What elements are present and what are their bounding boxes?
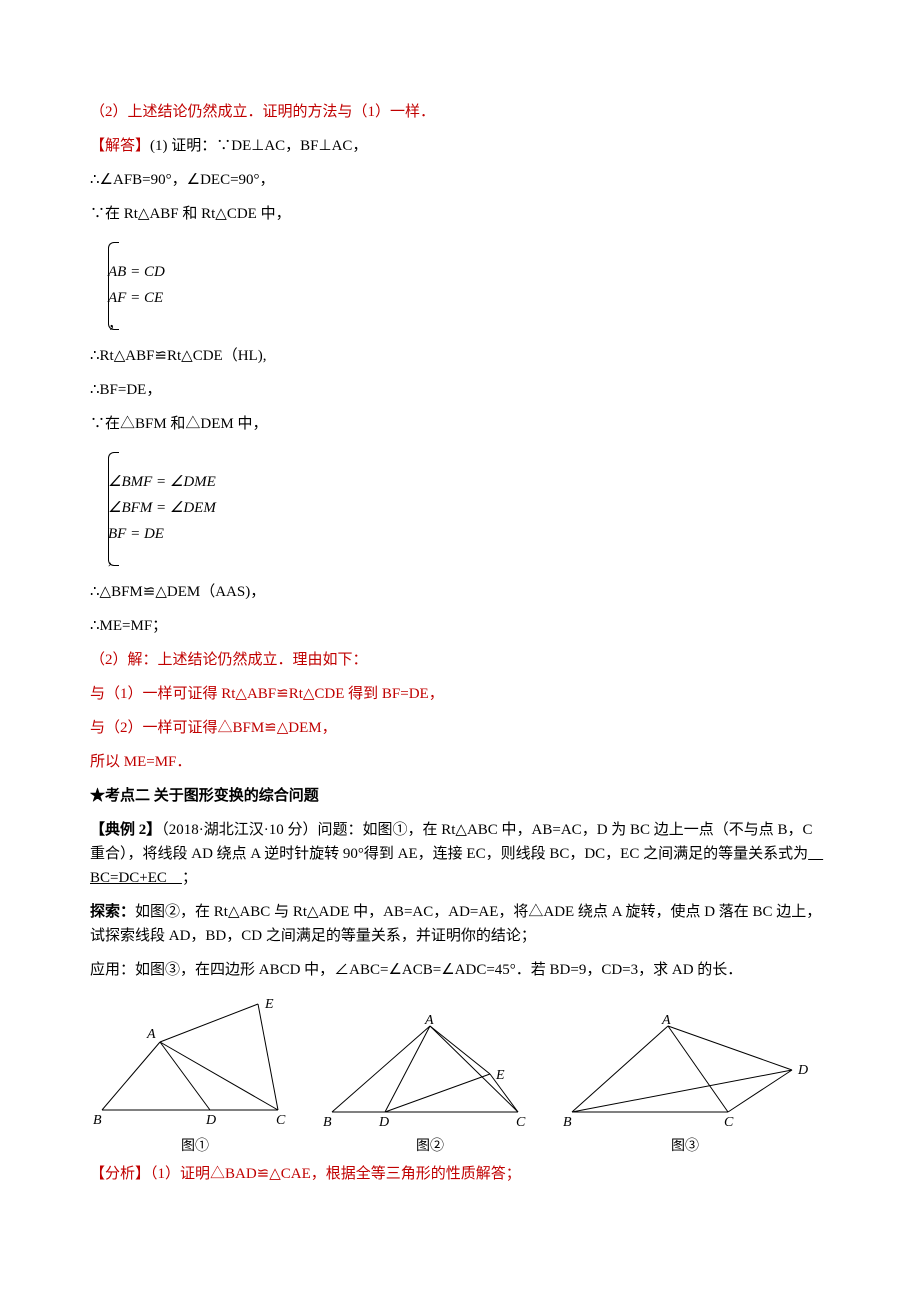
- proof-1-start: (1) 证明：∵DE⊥AC，BF⊥AC，: [150, 138, 367, 154]
- svg-text:E: E: [264, 997, 274, 1012]
- proof-line-3: ∴∠AFB=90°，∠DEC=90°，: [90, 168, 830, 192]
- example-2-apply: 应用：如图③，在四边形 ABCD 中，∠ABC=∠ACB=∠ADC=45°．若 …: [90, 958, 830, 982]
- example-2-body: （2018·湖北江汉·10 分）问题：如图①，在 Rt△ABC 中，AB=AC，…: [90, 822, 813, 862]
- analysis-line: 【分析】（1）证明△BAD≌△CAE，根据全等三角形的性质解答；: [90, 1162, 830, 1186]
- svg-text:D: D: [378, 1115, 389, 1130]
- figure-3: B C A D 图③: [560, 1012, 810, 1158]
- svg-text:B: B: [93, 1113, 102, 1128]
- svg-text:A: A: [661, 1013, 671, 1028]
- figure-1-label: 图①: [181, 1136, 209, 1158]
- example-2-explore: 探索：如图②，在 Rt△ABC 与 Rt△ADE 中，AB=AC，AD=AE，将…: [90, 900, 830, 948]
- proof-2-start: （2）解：上述结论仍然成立．理由如下：: [90, 648, 830, 672]
- example-2-semi: ；: [182, 870, 197, 886]
- proof-line-7: ∵在△BFM 和△DEM 中，: [90, 412, 830, 436]
- formula-1a: AB = CD: [108, 260, 830, 284]
- svg-text:D: D: [797, 1063, 808, 1078]
- formula-block-2: ∠BMF = ∠DME ∠BFM = ∠DEM BF = DE ,: [108, 446, 830, 572]
- svg-text:C: C: [276, 1113, 286, 1128]
- formula-2a: ∠BMF = ∠DME: [108, 470, 830, 494]
- svg-text:B: B: [323, 1115, 332, 1130]
- proof-line-4: ∵在 Rt△ABF 和 Rt△CDE 中，: [90, 202, 830, 226]
- svg-text:A: A: [424, 1013, 434, 1028]
- formula-block-1: AB = CD AF = CE ，: [108, 236, 830, 336]
- brace-2: ∠BMF = ∠DME ∠BFM = ∠DEM BF = DE: [108, 450, 830, 546]
- proof-line-8: ∴△BFM≌△DEM（AAS)，: [90, 580, 830, 604]
- section-header-2: ★考点二 关于图形变换的综合问题: [90, 784, 830, 808]
- proof-line-5: ∴Rt△ABF≌Rt△CDE（HL),: [90, 344, 830, 368]
- text-conclusion-note: （2）上述结论仍然成立．证明的方法与（1）一样．: [90, 100, 830, 124]
- svg-text:D: D: [205, 1113, 216, 1128]
- formula-2c: BF = DE: [108, 522, 830, 546]
- svg-text:E: E: [495, 1068, 505, 1083]
- svg-text:C: C: [724, 1115, 734, 1130]
- explore-body: 如图②，在 Rt△ABC 与 Rt△ADE 中，AB=AC，AD=AE，将△AD…: [90, 904, 821, 944]
- figures-row: B D C A E 图① B D C A E 图② B C A D 图③: [90, 992, 830, 1158]
- formula-1b: AF = CE: [108, 286, 830, 310]
- solution-header: 【解答】: [90, 138, 150, 154]
- brace-1: AB = CD AF = CE: [108, 240, 830, 310]
- solution-line-1: 【解答】(1) 证明：∵DE⊥AC，BF⊥AC，: [90, 134, 830, 158]
- explore-tag: 探索：: [90, 904, 135, 920]
- svg-text:A: A: [146, 1027, 156, 1042]
- figure-3-svg: B C A D: [560, 1012, 810, 1132]
- proof-line-6: ∴BF=DE，: [90, 378, 830, 402]
- figure-1: B D C A E 图①: [90, 992, 300, 1158]
- figure-2: B D C A E 图②: [320, 1012, 540, 1158]
- example-2-problem: 【典例 2】（2018·湖北江汉·10 分）问题：如图①，在 Rt△ABC 中，…: [90, 818, 830, 890]
- proof-line-9: ∴ME=MF；: [90, 614, 830, 638]
- svg-text:C: C: [516, 1115, 526, 1130]
- formula-2b: ∠BFM = ∠DEM: [108, 496, 830, 520]
- svg-text:B: B: [563, 1115, 572, 1130]
- proof-2-line-13: 所以 ME=MF．: [90, 750, 830, 774]
- proof-2-line-12: 与（2）一样可证得△BFM≌△DEM，: [90, 716, 830, 740]
- figure-2-svg: B D C A E: [320, 1012, 540, 1132]
- figure-1-svg: B D C A E: [90, 992, 300, 1132]
- proof-2-line-11: 与（1）一样可证得 Rt△ABF≌Rt△CDE 得到 BF=DE，: [90, 682, 830, 706]
- figure-3-label: 图③: [671, 1136, 699, 1158]
- figure-2-label: 图②: [416, 1136, 444, 1158]
- example-2-tag: 【典例 2】: [90, 822, 161, 838]
